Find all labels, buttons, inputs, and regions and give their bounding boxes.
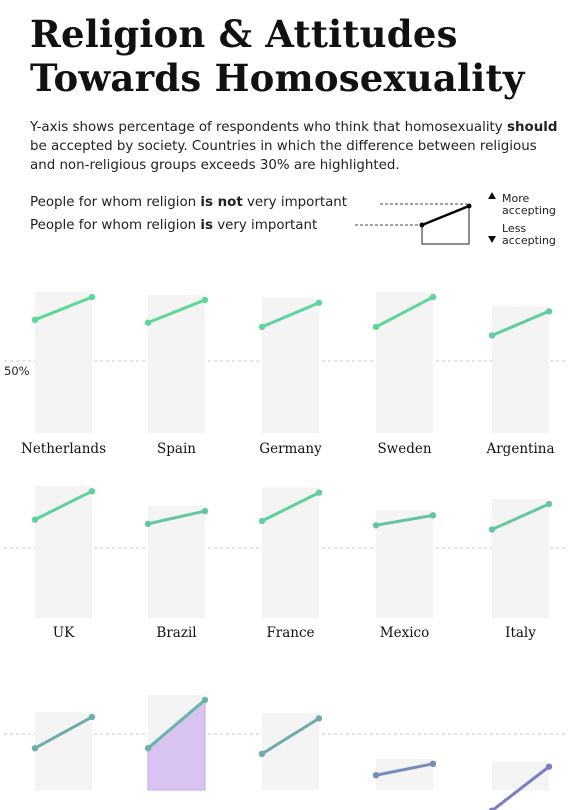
series-line-11 (33, 715, 94, 750)
panel-bg-3 (262, 297, 319, 433)
country-label-1: Netherlands (21, 441, 106, 457)
triangle-up-icon (488, 192, 496, 199)
point-important-7 (144, 520, 152, 528)
point-not-important-11 (88, 713, 96, 721)
point-important-14 (372, 771, 380, 779)
series-line-12 (146, 698, 207, 750)
point-important-11 (31, 745, 39, 752)
point-not-important-9 (429, 512, 437, 519)
subtitle-bold: should (507, 120, 558, 135)
point-not-important-8 (315, 489, 323, 496)
point-important-13 (258, 750, 266, 758)
point-important-12 (144, 745, 152, 752)
point-not-important-2 (201, 296, 209, 304)
country-label-8: France (266, 625, 315, 641)
country-label-9: Mexico (379, 625, 430, 641)
legend-important: People for whom religion is very importa… (30, 218, 317, 233)
legend-box (421, 206, 470, 245)
country-label-4: Sweden (377, 441, 432, 457)
point-not-important-14 (429, 760, 437, 768)
series-line-4 (374, 295, 435, 329)
legend-sample-line (421, 204, 470, 227)
series-line-3 (260, 301, 321, 329)
point-not-important-13 (315, 715, 323, 722)
legend-not-suffix: very important (242, 195, 348, 210)
less-line-1: Less (502, 222, 527, 235)
point-not-important-6 (88, 488, 96, 495)
subtitle-text-2: be accepted by society. Countries in whi… (30, 139, 537, 173)
legend-sample-dot-right (466, 203, 472, 209)
legend-is-prefix: People for whom religion (30, 218, 201, 233)
legend-graphic (355, 192, 496, 245)
point-not-important-4 (429, 293, 437, 301)
chart-title: Religion & Attitudes Towards Homosexuali… (30, 12, 525, 100)
country-label-3: Germany (259, 441, 322, 457)
panel-bg-7 (148, 506, 205, 618)
point-important-4 (372, 323, 380, 331)
series-line-10 (490, 502, 551, 532)
country-label-10: Italy (505, 625, 536, 641)
series-line-5 (490, 309, 551, 337)
title-line-1: Religion & Attitudes (30, 12, 458, 56)
legend-not-important: People for whom religion is not very imp… (30, 195, 347, 210)
more-line-1: More (502, 192, 530, 205)
panel-bg-15 (492, 761, 549, 790)
legend-not-prefix: People for whom religion (30, 195, 201, 210)
panel-bg-11 (35, 711, 92, 790)
legend-is-bold: is (200, 218, 213, 233)
series-line-9 (374, 513, 435, 527)
series-line-1 (33, 295, 94, 322)
country-label-6: UK (52, 625, 75, 641)
point-important-6 (31, 516, 39, 523)
point-not-important-5 (545, 308, 553, 315)
series-line-15 (490, 765, 551, 810)
chart-subtitle: Y-axis shows percentage of respondents w… (30, 118, 560, 175)
axis-label-50: 50% (4, 364, 30, 378)
legend-sample-dot-left (419, 222, 425, 228)
subtitle-text-1: Y-axis shows percentage of respondents w… (30, 120, 507, 135)
panel-bg-1 (35, 292, 92, 433)
panel-bg-4 (376, 292, 433, 433)
point-not-important-10 (545, 500, 553, 508)
legend-not-bold: is not (200, 195, 243, 210)
point-important-8 (258, 517, 266, 525)
point-not-important-3 (315, 299, 323, 306)
point-important-5 (488, 332, 496, 339)
title-line-2: Towards Homosexuality (30, 56, 525, 100)
series-line-6 (33, 489, 94, 522)
panel-bg-6 (35, 486, 92, 618)
point-important-9 (372, 522, 380, 529)
country-label-2: Spain (157, 441, 196, 457)
point-important-10 (488, 526, 496, 533)
less-line-2: accepting (502, 234, 556, 247)
more-line-2: accepting (502, 204, 556, 217)
country-label-5: Argentina (486, 441, 555, 457)
series-line-2 (146, 298, 207, 325)
panel-bg-8 (262, 487, 319, 618)
legend-less-accepting: Less accepting (502, 223, 556, 247)
panel-bg-5 (492, 306, 549, 433)
panel-bg-10 (492, 498, 549, 618)
country-label-7: Brazil (156, 625, 197, 641)
legend-is-suffix: very important (212, 218, 318, 233)
series-line-13 (260, 716, 321, 756)
point-not-important-7 (201, 507, 209, 515)
point-not-important-12 (201, 696, 209, 704)
point-not-important-15 (545, 763, 553, 770)
point-important-15 (488, 807, 496, 810)
legend-more-accepting: More accepting (502, 193, 556, 217)
series-line-7 (146, 509, 207, 526)
point-not-important-1 (88, 293, 96, 301)
point-important-2 (144, 319, 152, 326)
series-line-14 (374, 762, 435, 777)
panel-bg-2 (148, 294, 205, 433)
series-line-8 (260, 491, 321, 523)
panel-bg-13 (262, 713, 319, 790)
point-important-3 (258, 323, 266, 331)
point-important-1 (31, 316, 39, 324)
triangle-down-icon (488, 236, 496, 243)
panel-bg-9 (376, 510, 433, 618)
